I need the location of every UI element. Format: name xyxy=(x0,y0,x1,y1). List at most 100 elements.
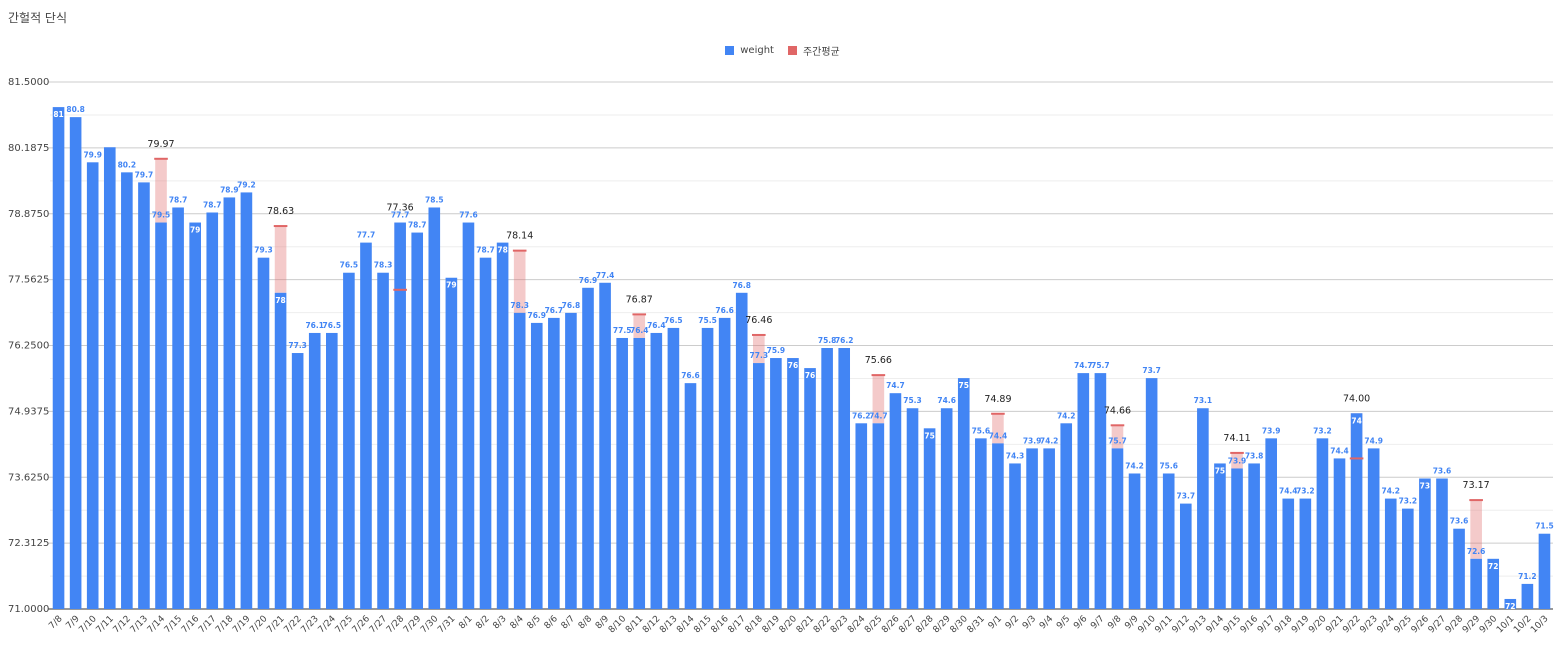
x-tick-label: 9/26 xyxy=(1410,614,1432,636)
weight-data-label: 74.7 xyxy=(869,411,888,420)
weight-bar xyxy=(52,107,65,609)
x-tick-label: 7/10 xyxy=(77,614,99,636)
y-tick-label: 78.8750 xyxy=(8,209,49,220)
weight-bar xyxy=(428,207,441,609)
weight-bar xyxy=(923,428,936,609)
x-tick-label: 8/29 xyxy=(931,614,953,636)
weight-data-label: 73.6 xyxy=(1433,467,1452,476)
legend-item-weekly-average[interactable]: 주간평균 xyxy=(787,43,840,58)
weight-bar xyxy=(667,327,680,609)
weight-data-label: 74.9 xyxy=(1364,436,1383,445)
weight-data-label: 79.9 xyxy=(83,150,102,159)
weight-data-label: 79 xyxy=(190,226,200,235)
weight-data-label: 78.7 xyxy=(476,246,495,255)
weight-data-label: 73.1 xyxy=(1194,396,1213,405)
weight-bar xyxy=(1453,528,1465,609)
x-tick-label: 8/6 xyxy=(543,614,561,632)
legend-swatch-weight xyxy=(725,46,735,55)
weight-bar xyxy=(240,192,253,609)
weight-bar xyxy=(1282,498,1295,609)
weight-data-label: 72 xyxy=(1488,562,1498,571)
x-tick-label: 9/29 xyxy=(1461,614,1483,636)
legend-item-weight[interactable]: weight xyxy=(725,43,774,58)
x-tick-label: 7/12 xyxy=(112,614,133,635)
weekly-average-band xyxy=(1231,452,1243,469)
chart-title: 간헐적 단식 xyxy=(8,11,68,25)
weight-data-label: 74.6 xyxy=(937,396,956,405)
x-tick-label: 9/6 xyxy=(1072,614,1090,632)
x-tick-label: 9/3 xyxy=(1021,614,1038,631)
x-tick-label: 9/27 xyxy=(1427,614,1448,635)
weight-bar xyxy=(599,282,611,609)
weight-data-label: 72 xyxy=(1505,602,1515,611)
weekly-average-band xyxy=(513,250,526,313)
weight-data-label: 75.8 xyxy=(818,336,837,345)
weekly-average-label: 78.14 xyxy=(506,231,533,242)
x-tick-label: 10/1 xyxy=(1495,614,1516,635)
weight-data-label: 77.7 xyxy=(391,211,410,220)
x-tick-label: 9/10 xyxy=(1136,614,1158,636)
x-tick-label: 8/16 xyxy=(709,614,731,636)
weight-bar xyxy=(1009,463,1021,609)
weight-bar xyxy=(548,317,560,609)
weight-bar xyxy=(223,197,236,609)
weight-data-label: 73.8 xyxy=(1245,451,1264,460)
weight-bar xyxy=(257,257,270,609)
weight-bar xyxy=(1299,498,1312,609)
weight-bar xyxy=(121,172,133,610)
x-tick-label: 8/17 xyxy=(726,614,747,635)
weight-bar xyxy=(1060,423,1073,609)
x-tick-label: 10/3 xyxy=(1529,614,1550,635)
weight-bar xyxy=(1487,558,1500,609)
x-tick-label: 9/24 xyxy=(1375,614,1397,636)
weight-data-label: 78.7 xyxy=(203,200,222,209)
weight-bar xyxy=(616,337,628,609)
weight-data-label: 73.7 xyxy=(1142,366,1161,375)
weight-bar xyxy=(1111,448,1124,609)
weight-bar xyxy=(1367,448,1380,609)
weight-bar xyxy=(1333,458,1346,609)
weight-bar xyxy=(957,378,970,609)
weight-bar xyxy=(445,277,458,609)
weight-bar xyxy=(1470,558,1482,609)
weekly-average-band xyxy=(752,334,765,364)
x-tick-label: 9/7 xyxy=(1089,614,1106,631)
weight-data-label: 73 xyxy=(1420,482,1430,491)
weight-bar xyxy=(701,327,714,609)
weight-bar xyxy=(1419,478,1431,609)
weight-bar xyxy=(906,408,919,609)
x-tick-label: 7/11 xyxy=(95,614,116,635)
weight-data-label: 76.9 xyxy=(528,311,547,320)
weight-data-label: 73.2 xyxy=(1399,497,1418,506)
x-tick-label: 8/5 xyxy=(526,614,543,631)
weight-bar xyxy=(172,207,184,609)
weight-data-label: 74.7 xyxy=(886,381,905,390)
x-tick-label: 7/22 xyxy=(282,614,303,635)
weight-bar xyxy=(1197,408,1209,609)
weight-bar xyxy=(975,438,987,609)
y-tick-label: 71.0000 xyxy=(8,604,49,615)
weekly-average-band xyxy=(274,226,287,293)
x-tick-label: 7/21 xyxy=(265,614,286,635)
weight-data-label: 78 xyxy=(275,296,285,305)
weight-bar xyxy=(394,222,406,610)
x-tick-label: 9/22 xyxy=(1341,614,1362,635)
weight-bar xyxy=(633,337,646,609)
x-tick-label: 8/27 xyxy=(897,614,918,635)
x-tick-label: 8/26 xyxy=(880,614,902,636)
weekly-average-label: 76.87 xyxy=(626,294,653,305)
weight-bar xyxy=(155,222,167,610)
weight-data-label: 80.2 xyxy=(118,160,137,169)
x-tick-label: 8/1 xyxy=(457,614,474,631)
x-tick-label: 9/11 xyxy=(1153,614,1174,635)
x-tick-label: 8/21 xyxy=(795,614,816,635)
weight-data-label: 76.1 xyxy=(305,321,324,330)
y-tick-label: 77.5625 xyxy=(8,275,49,286)
weekly-average-label: 75.66 xyxy=(865,355,892,366)
x-tick-label: 8/11 xyxy=(624,614,645,635)
weight-data-label: 71.2 xyxy=(1518,572,1537,581)
x-tick-label: 7/20 xyxy=(248,614,270,636)
y-tick-label: 81.5000 xyxy=(8,77,49,88)
weight-data-label: 78.7 xyxy=(408,221,427,230)
x-tick-label: 8/3 xyxy=(491,614,508,631)
